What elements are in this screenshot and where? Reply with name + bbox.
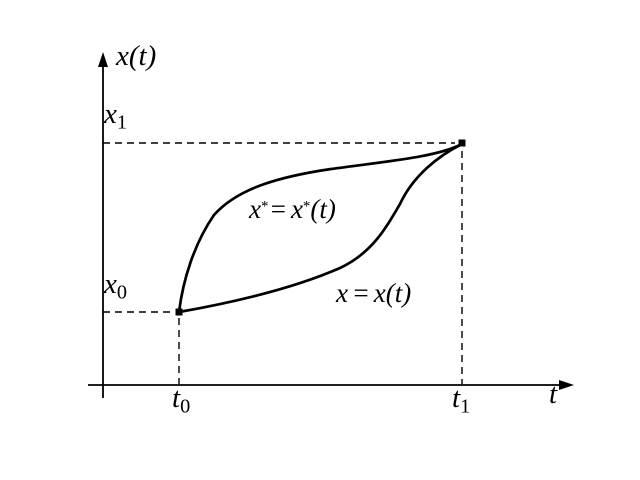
tick-x0-base: x (104, 268, 117, 300)
tick-x1-subscript: 1 (116, 111, 128, 134)
optimal-rhs: x (290, 194, 303, 224)
optimal-curve (177, 142, 464, 314)
tick-t1-base: t (452, 382, 461, 414)
trajectory-curve-label: x = x(t) (336, 280, 411, 307)
tick-x0-subscript: 0 (116, 281, 128, 304)
end-point-marker (458, 139, 466, 147)
tick-t0-subscript: 0 (180, 395, 191, 418)
tick-t1-subscript: 1 (460, 395, 471, 418)
optimal-lhs: x (249, 194, 261, 224)
optimal-rhs-arg: (t) (310, 194, 336, 224)
optimal-curve-label: x*= x*(t) (249, 196, 336, 223)
x-axis-arrow-icon (559, 380, 574, 390)
trajectory-rhs: x(t) (373, 278, 412, 308)
tick-label-t0: t0 (172, 384, 190, 417)
optimal-rhs-star: * (302, 198, 311, 215)
trajectory-equals: = (351, 278, 370, 308)
trajectory-lhs: x (336, 278, 348, 308)
x-axis-label: t (549, 378, 558, 410)
trajectory-curve (177, 142, 464, 314)
tick-label-x1: x1 (104, 100, 127, 133)
optimal-lhs-star: * (260, 198, 269, 215)
tick-x1-base: x (104, 98, 117, 130)
y-axis-label: x(t) (116, 40, 157, 72)
tick-t0-base: t (172, 382, 181, 414)
start-point-marker (175, 308, 183, 316)
tick-label-x0: x0 (104, 270, 127, 303)
tick-label-t1: t1 (452, 384, 470, 417)
y-axis-arrow-icon (98, 52, 108, 67)
optimal-equals: = (268, 194, 288, 224)
